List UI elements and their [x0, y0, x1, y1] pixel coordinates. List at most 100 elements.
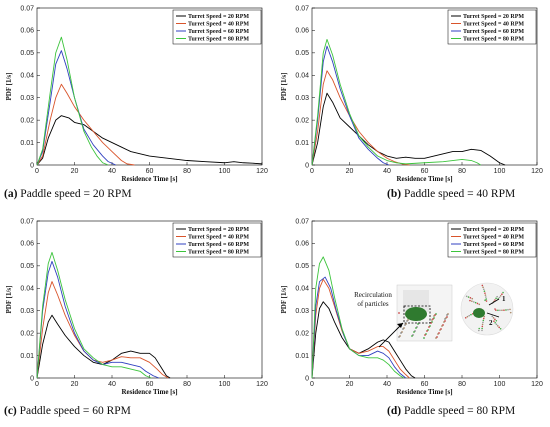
y-tick-label: 0.03	[295, 308, 309, 315]
y-tick-label: 0	[305, 162, 309, 169]
legend-label-2: Turret Speed = 40 RPM	[463, 235, 524, 241]
annotation-number-2: 2	[489, 319, 493, 327]
x-tick-label: 40	[383, 168, 391, 175]
x-tick-label: 100	[494, 168, 506, 175]
x-tick-label: 20	[71, 381, 79, 388]
x-tick-label: 40	[108, 168, 116, 175]
legend-label-2: Turret Speed = 40 RPM	[463, 22, 524, 28]
x-tick-label: 120	[256, 168, 268, 175]
series-line-3	[36, 50, 116, 166]
chart-d-svg: 0 0.01 0.02 0.03 0.04 0.05 0.06 0.07 0 20 40 60 80 10…	[280, 218, 543, 396]
y-tick-label: 0.05	[295, 50, 309, 57]
y-tick-label: 0.05	[20, 50, 34, 57]
series-line-2	[311, 278, 410, 379]
y-axis-label: PDF [1/s]	[5, 73, 13, 101]
caption-d: (d) Paddle speed = 80 RPM	[387, 405, 515, 417]
chart-panel-a: 0 0.01 0.02 0.03 0.04 0.05 0.06 0.07 0 20 40 60 80 10…	[0, 0, 275, 213]
caption-b-letter: (b)	[387, 188, 402, 200]
chart-panel-d: 0 0.01 0.02 0.03 0.04 0.05 0.06 0.07 0 20 40 60 80 10…	[275, 213, 550, 426]
x-tick-label: 20	[346, 381, 354, 388]
series-line-4	[311, 256, 405, 379]
x-tick-label: 120	[531, 381, 543, 388]
series-line-1	[36, 115, 263, 166]
y-tick-label: 0.02	[20, 117, 34, 124]
chart-a-svg: 0 0.01 0.02 0.03 0.04 0.05 0.06 0.07 0 20 40 60 80 10…	[5, 5, 268, 183]
caption-a-text: Paddle speed = 20 RPM	[17, 188, 132, 200]
chart-b-svg: 0 0.01 0.02 0.03 0.04 0.05 0.06 0.07 0 20 40 60 80 10…	[280, 5, 543, 183]
y-tick-label: 0.04	[20, 286, 34, 293]
x-tick-label: 80	[183, 381, 191, 388]
x-tick-label: 60	[146, 381, 154, 388]
y-tick-label: 0.01	[295, 353, 309, 360]
y-tick-label: 0.07	[295, 218, 309, 225]
series-line-3	[36, 260, 160, 379]
caption-b-text: Paddle speed = 40 RPM	[401, 188, 516, 200]
legend-label-3: Turret Speed = 60 RPM	[463, 29, 524, 35]
legend-box	[447, 222, 537, 258]
x-tick-label: 120	[531, 168, 543, 175]
particle-top-view-image	[460, 282, 514, 336]
y-axis-label: PDF [1/s]	[5, 286, 13, 314]
caption-c: (c) Paddle speed = 60 RPM	[4, 405, 131, 417]
legend-label-4: Turret Speed = 80 RPM	[463, 37, 524, 43]
legend-label-4: Turret Speed = 80 RPM	[463, 250, 524, 256]
x-tick-label: 40	[383, 381, 391, 388]
y-tick-label: 0.07	[20, 218, 34, 225]
chart-c-svg: 0 0.01 0.02 0.03 0.04 0.05 0.06 0.07 0 20 40 60 80 10…	[5, 218, 268, 396]
y-tick-label: 0.04	[20, 73, 34, 80]
series-line-1	[311, 301, 416, 379]
y-tick-label: 0.02	[295, 117, 309, 124]
y-axis-label: PDF [1/s]	[280, 286, 288, 314]
y-tick-label: 0.03	[20, 95, 34, 102]
chart-panel-b: 0 0.01 0.02 0.03 0.04 0.05 0.06 0.07 0 20 40 60 80 10…	[275, 0, 550, 213]
caption-b: (b) Paddle speed = 40 RPM	[387, 188, 515, 200]
legend-label-4: Turret Speed = 80 RPM	[188, 250, 249, 256]
x-tick-label: 20	[346, 168, 354, 175]
y-tick-label: 0	[305, 375, 309, 382]
x-tick-label: 40	[108, 381, 116, 388]
x-tick-label: 60	[146, 168, 154, 175]
y-tick-label: 0.02	[295, 330, 309, 337]
y-tick-label: 0.05	[20, 263, 34, 270]
y-tick-label: 0	[30, 162, 34, 169]
y-tick-label: 0.01	[20, 353, 34, 360]
legend-label-3: Turret Speed = 60 RPM	[188, 29, 249, 35]
legend-label-1: Turret Speed = 20 RPM	[463, 14, 524, 20]
x-tick-label: 100	[494, 381, 506, 388]
y-tick-label: 0.06	[295, 28, 309, 35]
x-tick-label: 60	[421, 168, 429, 175]
y-tick-label: 0.04	[295, 286, 309, 293]
x-tick-label: 0	[35, 381, 39, 388]
y-tick-label: 0.06	[295, 241, 309, 248]
legend-label-2: Turret Speed = 40 RPM	[188, 235, 249, 241]
x-tick-label: 100	[219, 381, 231, 388]
x-axis-label: Residence Time [s]	[121, 175, 177, 183]
series-line-4	[36, 36, 109, 166]
legend-box	[172, 222, 262, 258]
y-tick-label: 0.05	[295, 263, 309, 270]
legend-box	[447, 9, 537, 45]
y-tick-label: 0.02	[20, 330, 34, 337]
x-tick-label: 60	[421, 381, 429, 388]
x-tick-label: 120	[256, 381, 268, 388]
y-tick-label: 0.01	[295, 140, 309, 147]
y-axis-label: PDF [1/s]	[280, 73, 288, 101]
legend-label-1: Turret Speed = 20 RPM	[463, 227, 524, 233]
legend-label-3: Turret Speed = 60 RPM	[188, 242, 249, 248]
legend-label-3: Turret Speed = 60 RPM	[463, 242, 524, 248]
legend-label-1: Turret Speed = 20 RPM	[188, 227, 249, 233]
y-tick-label: 0.07	[295, 5, 309, 12]
y-tick-label: 0.07	[20, 5, 34, 12]
y-tick-label: 0.01	[20, 140, 34, 147]
y-tick-label: 0.06	[20, 241, 34, 248]
legend-box	[172, 9, 262, 45]
series-line-3	[311, 45, 390, 166]
x-tick-label: 80	[458, 381, 466, 388]
x-tick-label: 0	[310, 381, 314, 388]
series-line-4	[36, 251, 152, 379]
x-tick-label: 0	[35, 168, 39, 175]
caption-a: (a) Paddle speed = 20 RPM	[4, 188, 132, 200]
annotation-line-1: Recirculation	[354, 291, 392, 299]
legend-label-2: Turret Speed = 40 RPM	[188, 22, 249, 28]
annotation-line-2: of particles	[357, 300, 389, 308]
